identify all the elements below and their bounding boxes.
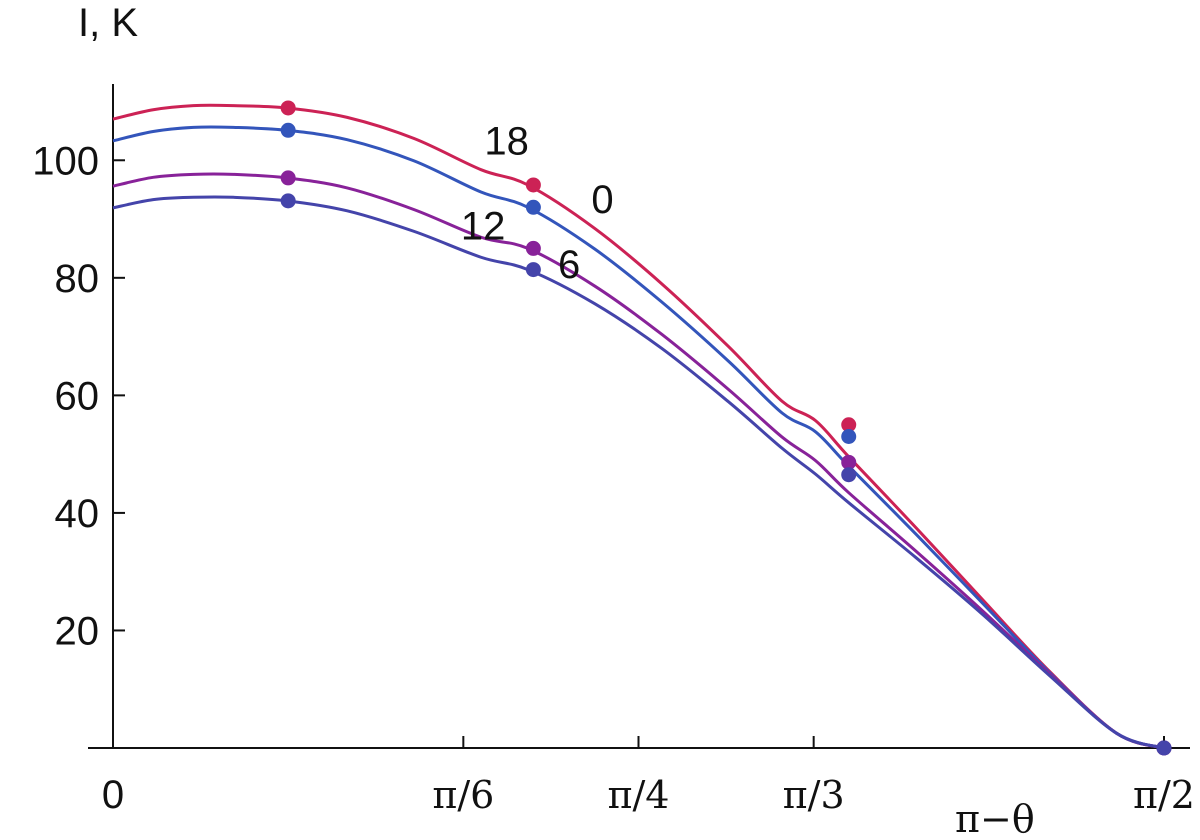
series-marker-12 [525, 240, 541, 256]
series-marker-18 [280, 100, 296, 116]
series-label-18: 18 [484, 119, 529, 163]
series-line-12 [112, 172, 1165, 750]
y-tick-label: 60 [55, 374, 100, 418]
series-line-18 [112, 103, 1165, 750]
series-marker-12 [841, 454, 857, 470]
series-labels: 18 0 12 6 [461, 119, 614, 286]
series-label-12: 12 [461, 205, 506, 249]
series-label-6: 6 [558, 243, 580, 287]
x-axis-title: π−θ [955, 797, 1035, 840]
y-tick-label: 40 [55, 492, 100, 536]
series-marker-6 [280, 193, 296, 209]
series-markers [280, 100, 1172, 756]
series-marker-6 [841, 467, 857, 483]
series-line-0 [112, 125, 1165, 750]
y-tick-label: 80 [55, 257, 100, 301]
series-marker-18 [841, 417, 857, 433]
x-tick-label: π/4 [608, 773, 670, 817]
series-label-0: 0 [591, 178, 613, 222]
x-tick-label: π/3 [783, 773, 845, 817]
x-tick-label: π/2 [1133, 773, 1195, 817]
series-line-6 [112, 195, 1165, 750]
series-marker-0 [525, 199, 541, 215]
y-axis-title: I, K [78, 1, 138, 45]
y-tick-label: 20 [55, 609, 100, 653]
series-marker-18 [525, 177, 541, 193]
series-lines [112, 103, 1165, 750]
series-marker-0 [841, 429, 857, 445]
series-marker-12 [280, 170, 296, 186]
x-tick-label: 0 [102, 773, 124, 817]
x-tick-label: π/6 [432, 773, 494, 817]
series-marker-0 [280, 122, 296, 138]
series-marker-6 [1156, 740, 1172, 756]
series-marker-6 [525, 262, 541, 278]
y-tick-label: 100 [32, 139, 99, 183]
